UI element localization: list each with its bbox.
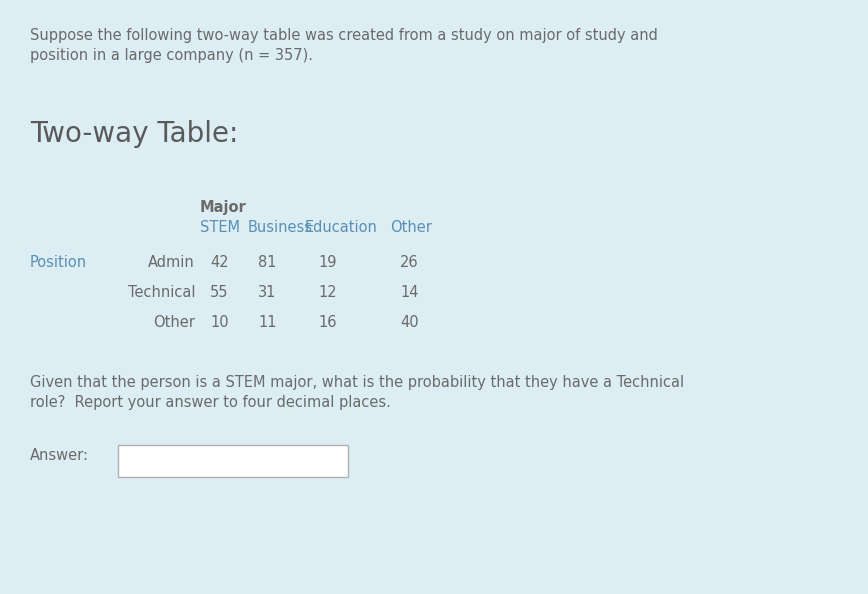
Text: position in a large company (n = 357).: position in a large company (n = 357). xyxy=(30,48,313,63)
Text: Suppose the following two-way table was created from a study on major of study a: Suppose the following two-way table was … xyxy=(30,28,658,43)
Text: STEM: STEM xyxy=(200,220,240,235)
Text: 16: 16 xyxy=(318,315,337,330)
Text: Answer:: Answer: xyxy=(30,448,89,463)
Text: 55: 55 xyxy=(210,285,228,300)
Text: 14: 14 xyxy=(400,285,418,300)
Text: 81: 81 xyxy=(258,255,277,270)
Text: Major: Major xyxy=(200,200,247,215)
Text: 11: 11 xyxy=(258,315,277,330)
Text: Education: Education xyxy=(305,220,378,235)
Text: role?  Report your answer to four decimal places.: role? Report your answer to four decimal… xyxy=(30,395,391,410)
Text: Other: Other xyxy=(153,315,195,330)
Text: Position: Position xyxy=(30,255,87,270)
Text: Given that the person is a STEM major, what is the probability that they have a : Given that the person is a STEM major, w… xyxy=(30,375,684,390)
Text: 42: 42 xyxy=(210,255,228,270)
Text: Admin: Admin xyxy=(148,255,195,270)
Text: 10: 10 xyxy=(210,315,228,330)
Text: 19: 19 xyxy=(318,255,337,270)
Text: Technical: Technical xyxy=(128,285,195,300)
Text: 31: 31 xyxy=(258,285,276,300)
FancyBboxPatch shape xyxy=(118,445,348,477)
Text: Other: Other xyxy=(390,220,432,235)
Text: 26: 26 xyxy=(400,255,418,270)
Text: Two-way Table:: Two-way Table: xyxy=(30,120,239,148)
Text: 12: 12 xyxy=(318,285,337,300)
Text: 40: 40 xyxy=(400,315,418,330)
Text: Business: Business xyxy=(248,220,313,235)
